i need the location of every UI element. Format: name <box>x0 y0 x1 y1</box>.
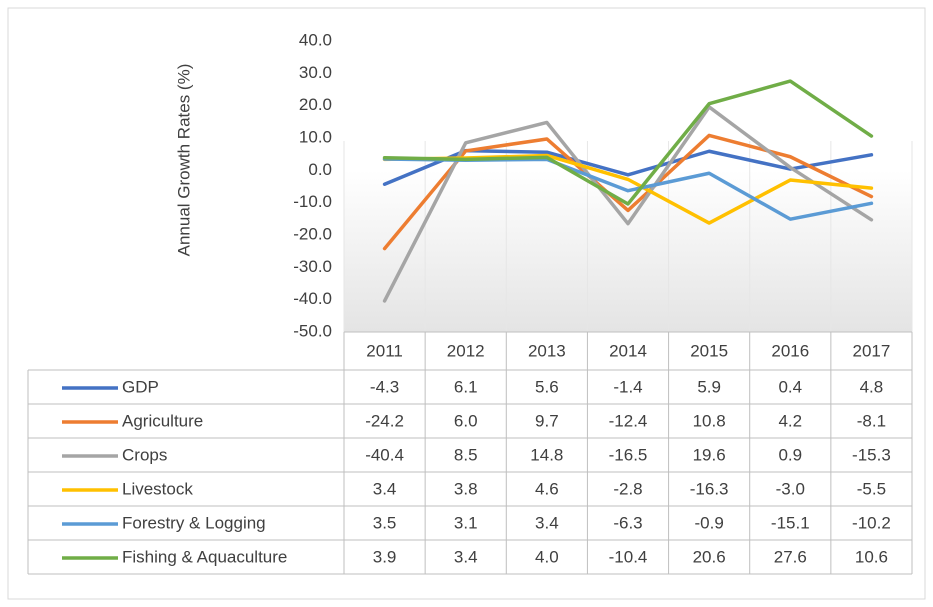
table-value: 3.9 <box>373 547 397 566</box>
table-value: -0.9 <box>694 513 723 532</box>
table-value: -15.1 <box>771 513 810 532</box>
x-tick-label: 2014 <box>609 341 647 360</box>
y-tick-label: -20.0 <box>293 224 332 243</box>
legend-label: Agriculture <box>122 411 203 430</box>
legend-label: GDP <box>122 377 159 396</box>
table-value: 3.4 <box>454 547 478 566</box>
table-value: -8.1 <box>857 411 886 430</box>
x-tick-label: 2015 <box>690 341 728 360</box>
table-value: 3.4 <box>373 479 397 498</box>
table-value: -2.8 <box>613 479 642 498</box>
y-tick-label: 40.0 <box>299 30 332 49</box>
legend-label: Livestock <box>122 479 193 498</box>
table-value: -12.4 <box>609 411 648 430</box>
x-tick-label: 2016 <box>771 341 809 360</box>
table-value: 4.0 <box>535 547 559 566</box>
table-value: 14.8 <box>530 445 563 464</box>
table-value: -15.3 <box>852 445 891 464</box>
table-value: 0.4 <box>778 377 802 396</box>
table-value: 5.6 <box>535 377 559 396</box>
legend-label: Crops <box>122 445 167 464</box>
series-line <box>382 133 874 251</box>
table-value: -1.4 <box>613 377 642 396</box>
y-tick-label: 20.0 <box>299 95 332 114</box>
legend-label: Fishing & Aquaculture <box>122 547 287 566</box>
table-value: -16.5 <box>609 445 648 464</box>
x-tick-label: 2017 <box>853 341 891 360</box>
series-line <box>382 105 874 303</box>
x-tick-label: 2011 <box>366 341 403 360</box>
table-value: -40.4 <box>365 445 404 464</box>
table-value: 27.6 <box>774 547 807 566</box>
table-value: -4.3 <box>370 377 399 396</box>
table-value: 4.6 <box>535 479 559 498</box>
table-value: -16.3 <box>690 479 729 498</box>
table-value: -5.5 <box>857 479 886 498</box>
y-tick-label: -10.0 <box>293 192 332 211</box>
x-tick-label: 2013 <box>528 341 566 360</box>
table-value: 3.4 <box>535 513 559 532</box>
table-value: 3.1 <box>454 513 478 532</box>
table-value: 0.9 <box>778 445 802 464</box>
table-value: 6.1 <box>454 377 478 396</box>
y-axis-label: Annual Growth Rates (%) <box>174 64 193 257</box>
table-value: 3.8 <box>454 479 478 498</box>
table-value: 3.5 <box>373 513 397 532</box>
y-tick-label: -40.0 <box>293 289 332 308</box>
table-value: 19.6 <box>693 445 726 464</box>
table-value: 4.2 <box>778 411 802 430</box>
y-tick-label: -50.0 <box>293 321 332 340</box>
x-tick-label: 2012 <box>447 341 485 360</box>
table-value: -6.3 <box>613 513 642 532</box>
table-value: 10.6 <box>855 547 888 566</box>
legend-label: Forestry & Logging <box>122 513 266 532</box>
y-tick-label: 10.0 <box>299 127 332 146</box>
table-value: 9.7 <box>535 411 559 430</box>
table-value: -24.2 <box>365 411 404 430</box>
table-value: 4.8 <box>860 377 884 396</box>
y-tick-label: -30.0 <box>293 257 332 276</box>
table-value: -10.2 <box>852 513 891 532</box>
table-value: -3.0 <box>776 479 805 498</box>
y-tick-label: 0.0 <box>308 160 332 179</box>
series-line <box>382 79 874 206</box>
table-value: 5.9 <box>697 377 721 396</box>
table-value: 20.6 <box>693 547 726 566</box>
y-tick-label: 30.0 <box>299 63 332 82</box>
table-value: -10.4 <box>609 547 648 566</box>
table-value: 6.0 <box>454 411 478 430</box>
table-value: 10.8 <box>693 411 726 430</box>
table-value: 8.5 <box>454 445 478 464</box>
